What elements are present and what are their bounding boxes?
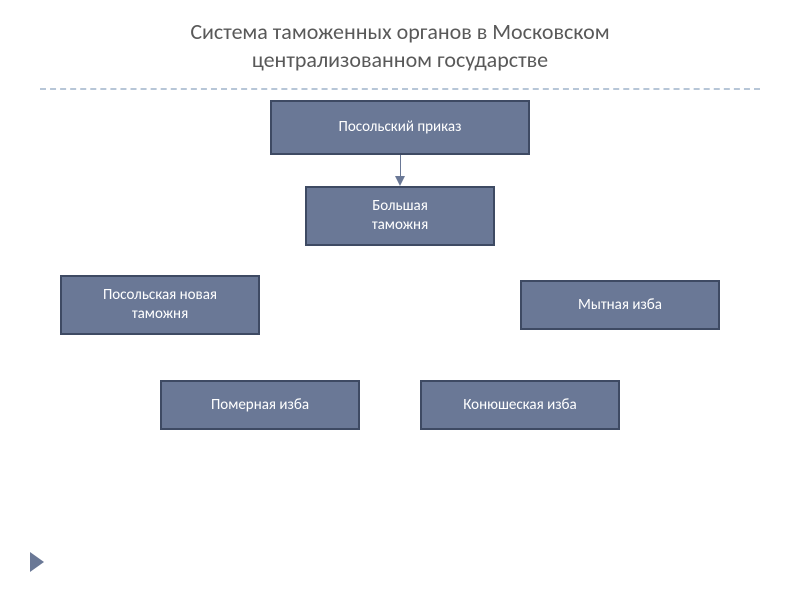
node-posolskaya-novaya-tamozhnya: Посольская новая таможня (60, 275, 260, 335)
title-line2: централизованном государстве (252, 46, 548, 73)
node-label: Померная изба (211, 396, 309, 415)
node-konyusheskaya-izba: Конюшеская изба (420, 380, 620, 430)
corner-marker-icon (30, 552, 44, 572)
node-pomernaya-izba: Померная изба (160, 380, 360, 430)
node-label: Большая таможня (372, 197, 428, 235)
node-label: Посольский приказ (339, 118, 462, 137)
slide: Система таможенных органов в Московском … (0, 0, 800, 600)
arrow-down-icon (395, 176, 405, 186)
node-label: Мытная изба (578, 296, 662, 315)
arrow-stem (400, 155, 401, 176)
node-label: Посольская новая таможня (103, 286, 217, 324)
node-mytnaya-izba: Мытная изба (520, 280, 720, 330)
divider-line (40, 88, 760, 90)
node-label: Конюшеская изба (463, 396, 576, 415)
page-title: Система таможенных органов в Московском … (0, 18, 800, 73)
title-line1: Система таможенных органов в Московском (190, 18, 609, 45)
node-posolskiy-prikaz: Посольский приказ (270, 100, 530, 155)
node-bolshaya-tamozhnya: Большая таможня (305, 186, 495, 246)
